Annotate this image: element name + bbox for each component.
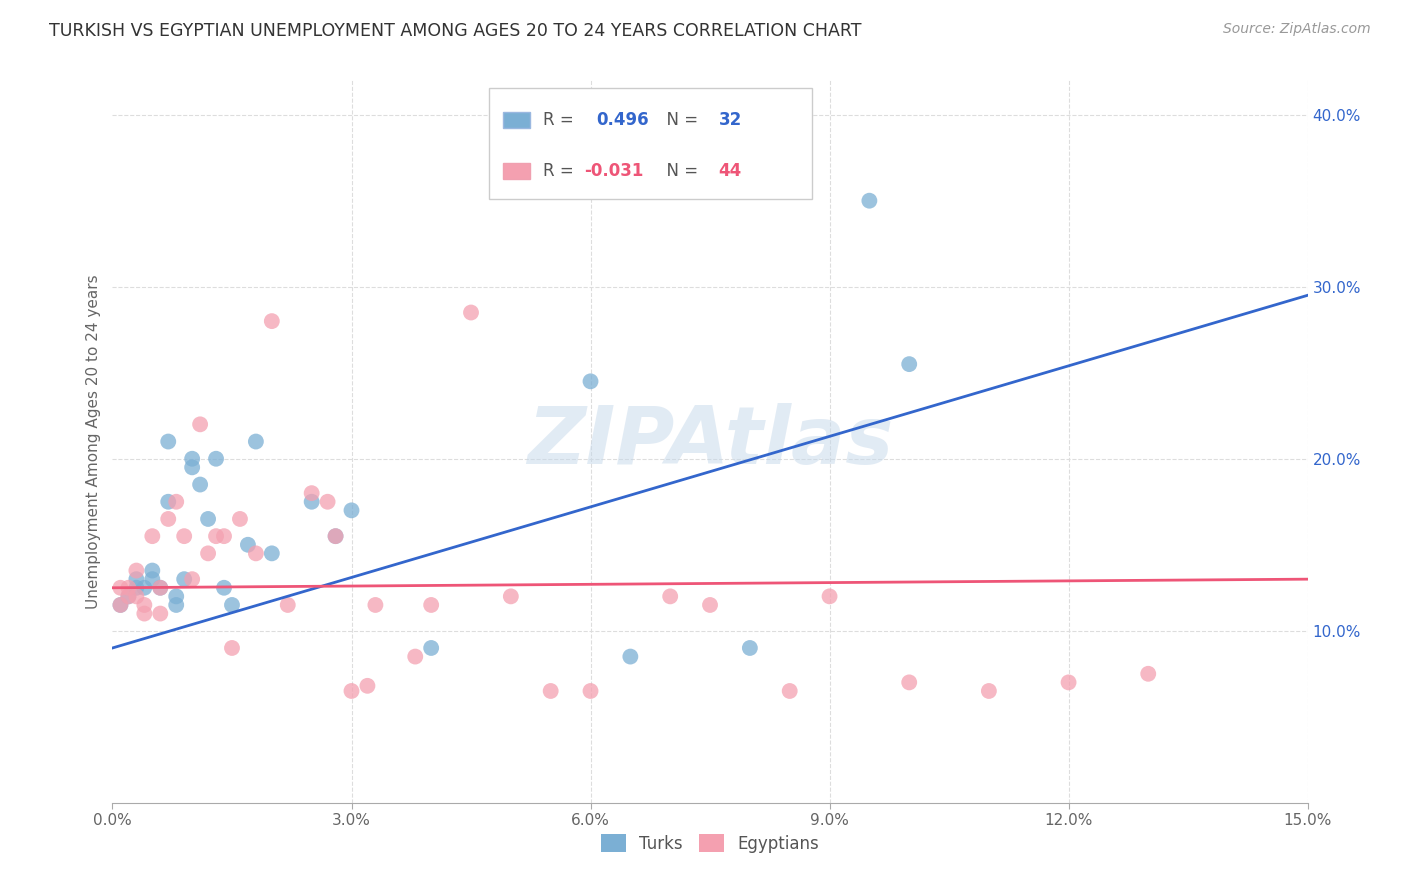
Text: TURKISH VS EGYPTIAN UNEMPLOYMENT AMONG AGES 20 TO 24 YEARS CORRELATION CHART: TURKISH VS EGYPTIAN UNEMPLOYMENT AMONG A… [49,22,862,40]
Point [420,598,443,612]
Point [117,590,139,604]
Point [157,512,180,526]
Point [149,607,172,621]
Point [117,581,139,595]
Point [858,194,880,208]
Point [540,684,562,698]
Point [165,494,187,508]
Point [212,529,235,543]
Point [420,640,443,655]
Point [316,494,339,508]
Point [173,529,195,543]
Legend: Turks, Egyptians: Turks, Egyptians [593,828,827,860]
Point [659,590,682,604]
Point [141,529,163,543]
FancyBboxPatch shape [489,87,811,200]
Point [325,529,347,543]
Point [173,572,195,586]
Text: N =: N = [657,111,703,129]
Point [301,494,323,508]
Point [188,417,211,432]
Bar [503,112,530,128]
Text: 32: 32 [718,111,741,129]
Bar [503,162,530,178]
Point [898,675,921,690]
Point [260,314,283,328]
Point [340,503,363,517]
Point [149,581,172,595]
Text: ZIPAtlas: ZIPAtlas [527,402,893,481]
Point [165,590,187,604]
Point [165,598,187,612]
Point [818,590,841,604]
Point [977,684,1000,698]
Point [110,581,132,595]
Point [212,581,235,595]
Point [364,598,387,612]
Point [181,451,204,466]
Point [221,640,243,655]
Point [236,538,259,552]
Point [117,590,139,604]
Point [340,684,363,698]
Text: R =: R = [543,111,579,129]
Point [260,546,283,560]
Point [579,375,602,389]
Text: -0.031: -0.031 [585,161,644,179]
Point [779,684,801,698]
Point [205,451,228,466]
Text: 44: 44 [718,161,741,179]
Point [197,546,219,560]
Point [699,598,721,612]
Point [197,512,219,526]
Point [356,679,378,693]
Point [245,546,267,560]
Point [181,460,204,475]
Point [157,434,180,449]
Y-axis label: Unemployment Among Ages 20 to 24 years: Unemployment Among Ages 20 to 24 years [86,274,101,609]
Point [579,684,602,698]
Point [188,477,211,491]
Point [460,305,482,319]
Point [141,572,163,586]
Point [125,564,148,578]
Point [619,649,641,664]
Point [1057,675,1080,690]
Text: 0.496: 0.496 [596,111,650,129]
Point [149,581,172,595]
Point [404,649,426,664]
Point [157,494,180,508]
Text: R =: R = [543,161,579,179]
Point [898,357,921,371]
Point [134,598,156,612]
Point [125,581,148,595]
Point [221,598,243,612]
Point [110,598,132,612]
Point [205,529,228,543]
Text: N =: N = [657,161,703,179]
Point [301,486,323,500]
Point [141,564,163,578]
Point [325,529,347,543]
Point [499,590,522,604]
Point [738,640,761,655]
Point [1137,666,1160,681]
Point [125,590,148,604]
Point [245,434,267,449]
Text: Source: ZipAtlas.com: Source: ZipAtlas.com [1223,22,1371,37]
Point [134,581,156,595]
Point [181,572,204,586]
Point [277,598,299,612]
Point [110,598,132,612]
Point [125,572,148,586]
Point [229,512,252,526]
Point [134,607,156,621]
